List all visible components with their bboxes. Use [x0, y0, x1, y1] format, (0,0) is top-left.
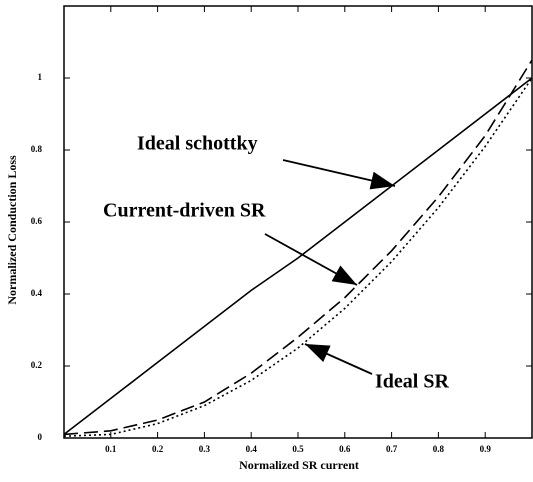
x-tick-label: 0.5	[292, 444, 304, 454]
arrow-head	[305, 344, 331, 363]
y-tick-label: 0.8	[31, 144, 43, 154]
y-tick-label: 0.4	[31, 288, 43, 298]
series-line	[63, 77, 533, 437]
y-axis-label: Normalized Conduction Loss	[5, 155, 19, 305]
arrow-head	[331, 265, 357, 285]
x-tick-label: 0.2	[152, 444, 164, 454]
x-axis-label: Normalized SR current	[239, 458, 359, 472]
x-tick-label: 0.7	[386, 444, 398, 454]
x-tick-label: 0.9	[480, 444, 492, 454]
x-tick-label: 0.3	[199, 444, 211, 454]
x-tick-label: 0.8	[433, 444, 445, 454]
y-tick-label: 0.6	[31, 216, 43, 226]
arrow-head	[369, 171, 395, 190]
x-tick-label: 0.6	[339, 444, 351, 454]
annotation: Ideal schottky	[137, 133, 258, 155]
y-tick-label: 0.2	[31, 360, 43, 370]
y-tick-label: 1	[38, 72, 43, 82]
y-tick-label: 0	[38, 432, 43, 442]
series-line	[63, 77, 533, 436]
x-tick-label: 0.1	[105, 444, 117, 454]
series-line	[63, 59, 533, 436]
x-tick-label: 0.4	[246, 444, 258, 454]
plot-frame	[63, 5, 533, 439]
annotation: Ideal SR	[375, 371, 449, 393]
annotation: Current-driven SR	[103, 200, 266, 222]
